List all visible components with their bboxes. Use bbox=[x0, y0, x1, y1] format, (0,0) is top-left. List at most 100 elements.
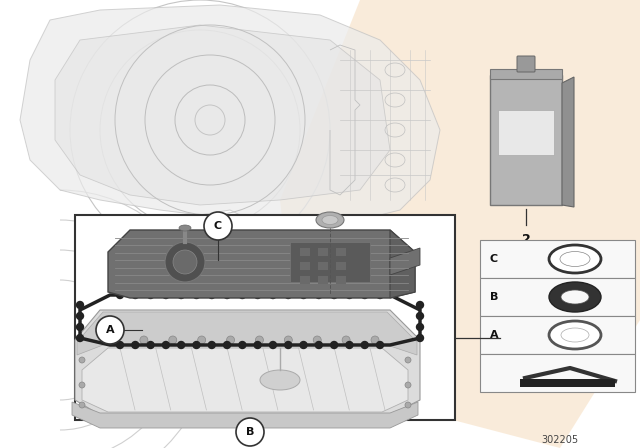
Circle shape bbox=[316, 341, 323, 349]
Text: C: C bbox=[214, 221, 222, 231]
Circle shape bbox=[236, 418, 264, 446]
Circle shape bbox=[111, 336, 119, 344]
Circle shape bbox=[223, 292, 230, 298]
Polygon shape bbox=[77, 312, 417, 355]
Circle shape bbox=[284, 336, 292, 344]
FancyBboxPatch shape bbox=[517, 56, 535, 72]
Circle shape bbox=[178, 292, 185, 298]
FancyBboxPatch shape bbox=[300, 262, 310, 270]
Ellipse shape bbox=[179, 225, 191, 231]
FancyBboxPatch shape bbox=[520, 379, 615, 387]
Circle shape bbox=[132, 292, 139, 298]
Text: C: C bbox=[490, 254, 498, 264]
Circle shape bbox=[239, 292, 246, 298]
Text: A: A bbox=[490, 330, 499, 340]
Circle shape bbox=[254, 341, 261, 349]
FancyBboxPatch shape bbox=[490, 69, 562, 79]
Circle shape bbox=[79, 402, 85, 408]
Circle shape bbox=[405, 357, 411, 363]
Circle shape bbox=[204, 212, 232, 240]
Circle shape bbox=[77, 313, 83, 319]
Circle shape bbox=[371, 336, 379, 344]
Circle shape bbox=[417, 302, 424, 309]
Circle shape bbox=[77, 335, 83, 341]
Circle shape bbox=[331, 292, 338, 298]
Circle shape bbox=[96, 316, 124, 344]
FancyBboxPatch shape bbox=[490, 75, 562, 205]
Circle shape bbox=[163, 292, 170, 298]
FancyBboxPatch shape bbox=[318, 262, 328, 270]
Circle shape bbox=[405, 382, 411, 388]
Circle shape bbox=[269, 292, 276, 298]
Ellipse shape bbox=[561, 290, 589, 304]
Circle shape bbox=[269, 341, 276, 349]
Circle shape bbox=[169, 336, 177, 344]
Ellipse shape bbox=[561, 328, 589, 342]
Polygon shape bbox=[280, 0, 640, 448]
Text: 2: 2 bbox=[522, 233, 531, 246]
Circle shape bbox=[165, 242, 205, 282]
Polygon shape bbox=[390, 248, 420, 275]
FancyBboxPatch shape bbox=[480, 278, 635, 316]
Circle shape bbox=[178, 341, 185, 349]
Circle shape bbox=[147, 341, 154, 349]
Ellipse shape bbox=[316, 212, 344, 228]
Circle shape bbox=[361, 292, 368, 298]
Circle shape bbox=[77, 323, 83, 331]
Circle shape bbox=[331, 341, 338, 349]
FancyBboxPatch shape bbox=[300, 248, 310, 256]
Text: B: B bbox=[490, 292, 498, 302]
FancyBboxPatch shape bbox=[480, 240, 635, 278]
Text: 1: 1 bbox=[504, 332, 513, 345]
Polygon shape bbox=[55, 25, 390, 205]
Circle shape bbox=[198, 336, 205, 344]
Circle shape bbox=[116, 292, 124, 298]
Ellipse shape bbox=[549, 321, 601, 349]
Circle shape bbox=[173, 250, 197, 274]
Circle shape bbox=[361, 341, 368, 349]
Circle shape bbox=[147, 292, 154, 298]
Polygon shape bbox=[390, 230, 415, 298]
Polygon shape bbox=[82, 348, 408, 412]
FancyBboxPatch shape bbox=[336, 248, 346, 256]
FancyBboxPatch shape bbox=[498, 110, 554, 155]
Text: B: B bbox=[246, 427, 254, 437]
FancyBboxPatch shape bbox=[290, 242, 370, 282]
Ellipse shape bbox=[560, 251, 590, 267]
Circle shape bbox=[208, 292, 215, 298]
FancyBboxPatch shape bbox=[480, 316, 635, 354]
Circle shape bbox=[116, 341, 124, 349]
Circle shape bbox=[285, 292, 292, 298]
Circle shape bbox=[140, 336, 148, 344]
Ellipse shape bbox=[322, 215, 338, 224]
Circle shape bbox=[405, 402, 411, 408]
Circle shape bbox=[376, 292, 383, 298]
Circle shape bbox=[300, 292, 307, 298]
Circle shape bbox=[79, 382, 85, 388]
Circle shape bbox=[239, 341, 246, 349]
Circle shape bbox=[342, 336, 350, 344]
Circle shape bbox=[285, 341, 292, 349]
Ellipse shape bbox=[549, 282, 601, 312]
Circle shape bbox=[163, 341, 170, 349]
Circle shape bbox=[227, 336, 234, 344]
Polygon shape bbox=[20, 5, 440, 220]
Polygon shape bbox=[562, 77, 574, 207]
Circle shape bbox=[376, 341, 383, 349]
FancyBboxPatch shape bbox=[336, 262, 346, 270]
Circle shape bbox=[300, 341, 307, 349]
FancyBboxPatch shape bbox=[318, 276, 328, 284]
Circle shape bbox=[346, 292, 353, 298]
Circle shape bbox=[77, 302, 83, 309]
Circle shape bbox=[313, 336, 321, 344]
Ellipse shape bbox=[260, 370, 300, 390]
FancyBboxPatch shape bbox=[300, 276, 310, 284]
Circle shape bbox=[208, 341, 215, 349]
Circle shape bbox=[254, 292, 261, 298]
FancyBboxPatch shape bbox=[336, 276, 346, 284]
Circle shape bbox=[417, 313, 424, 319]
Polygon shape bbox=[108, 230, 415, 298]
FancyBboxPatch shape bbox=[75, 215, 455, 420]
Circle shape bbox=[223, 341, 230, 349]
Polygon shape bbox=[75, 310, 420, 415]
